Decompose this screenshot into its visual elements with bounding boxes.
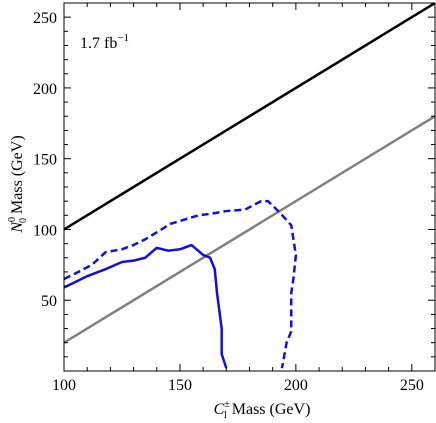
ticks-layer: 100 150 200 250 50 100 150 200 250: [33, 2, 436, 394]
y-tick-label: 250: [33, 10, 57, 27]
svg-text:C±1 Mass (GeV): C± 1 Mass (GeV): [214, 399, 311, 421]
series-line-1: [64, 3, 435, 231]
y-tick-label: 150: [33, 152, 57, 169]
svg-text:N00 Mass (GeV): N00 Mass (GeV): [7, 135, 29, 233]
y-tick-label: 200: [33, 81, 57, 98]
luminosity-annotation: 1.7 fb−1: [80, 32, 129, 52]
y-tick-label: 100: [33, 222, 57, 239]
y-axis-label: N00 Mass (GeV): [7, 135, 29, 233]
series-layer: [64, 3, 435, 369]
x-tick-label: 150: [168, 377, 192, 394]
series-line-4: [64, 199, 298, 369]
x-tick-label: 100: [52, 377, 76, 394]
plot-frame: [63, 2, 436, 372]
x-tick-label: 200: [284, 377, 308, 394]
x-tick-label: 250: [400, 377, 424, 394]
series-line-3: [64, 243, 228, 369]
y-tick-label: 50: [41, 293, 57, 310]
x-axis-label: C± 1 Mass (GeV): [214, 399, 311, 421]
series-line-2: [64, 115, 435, 344]
